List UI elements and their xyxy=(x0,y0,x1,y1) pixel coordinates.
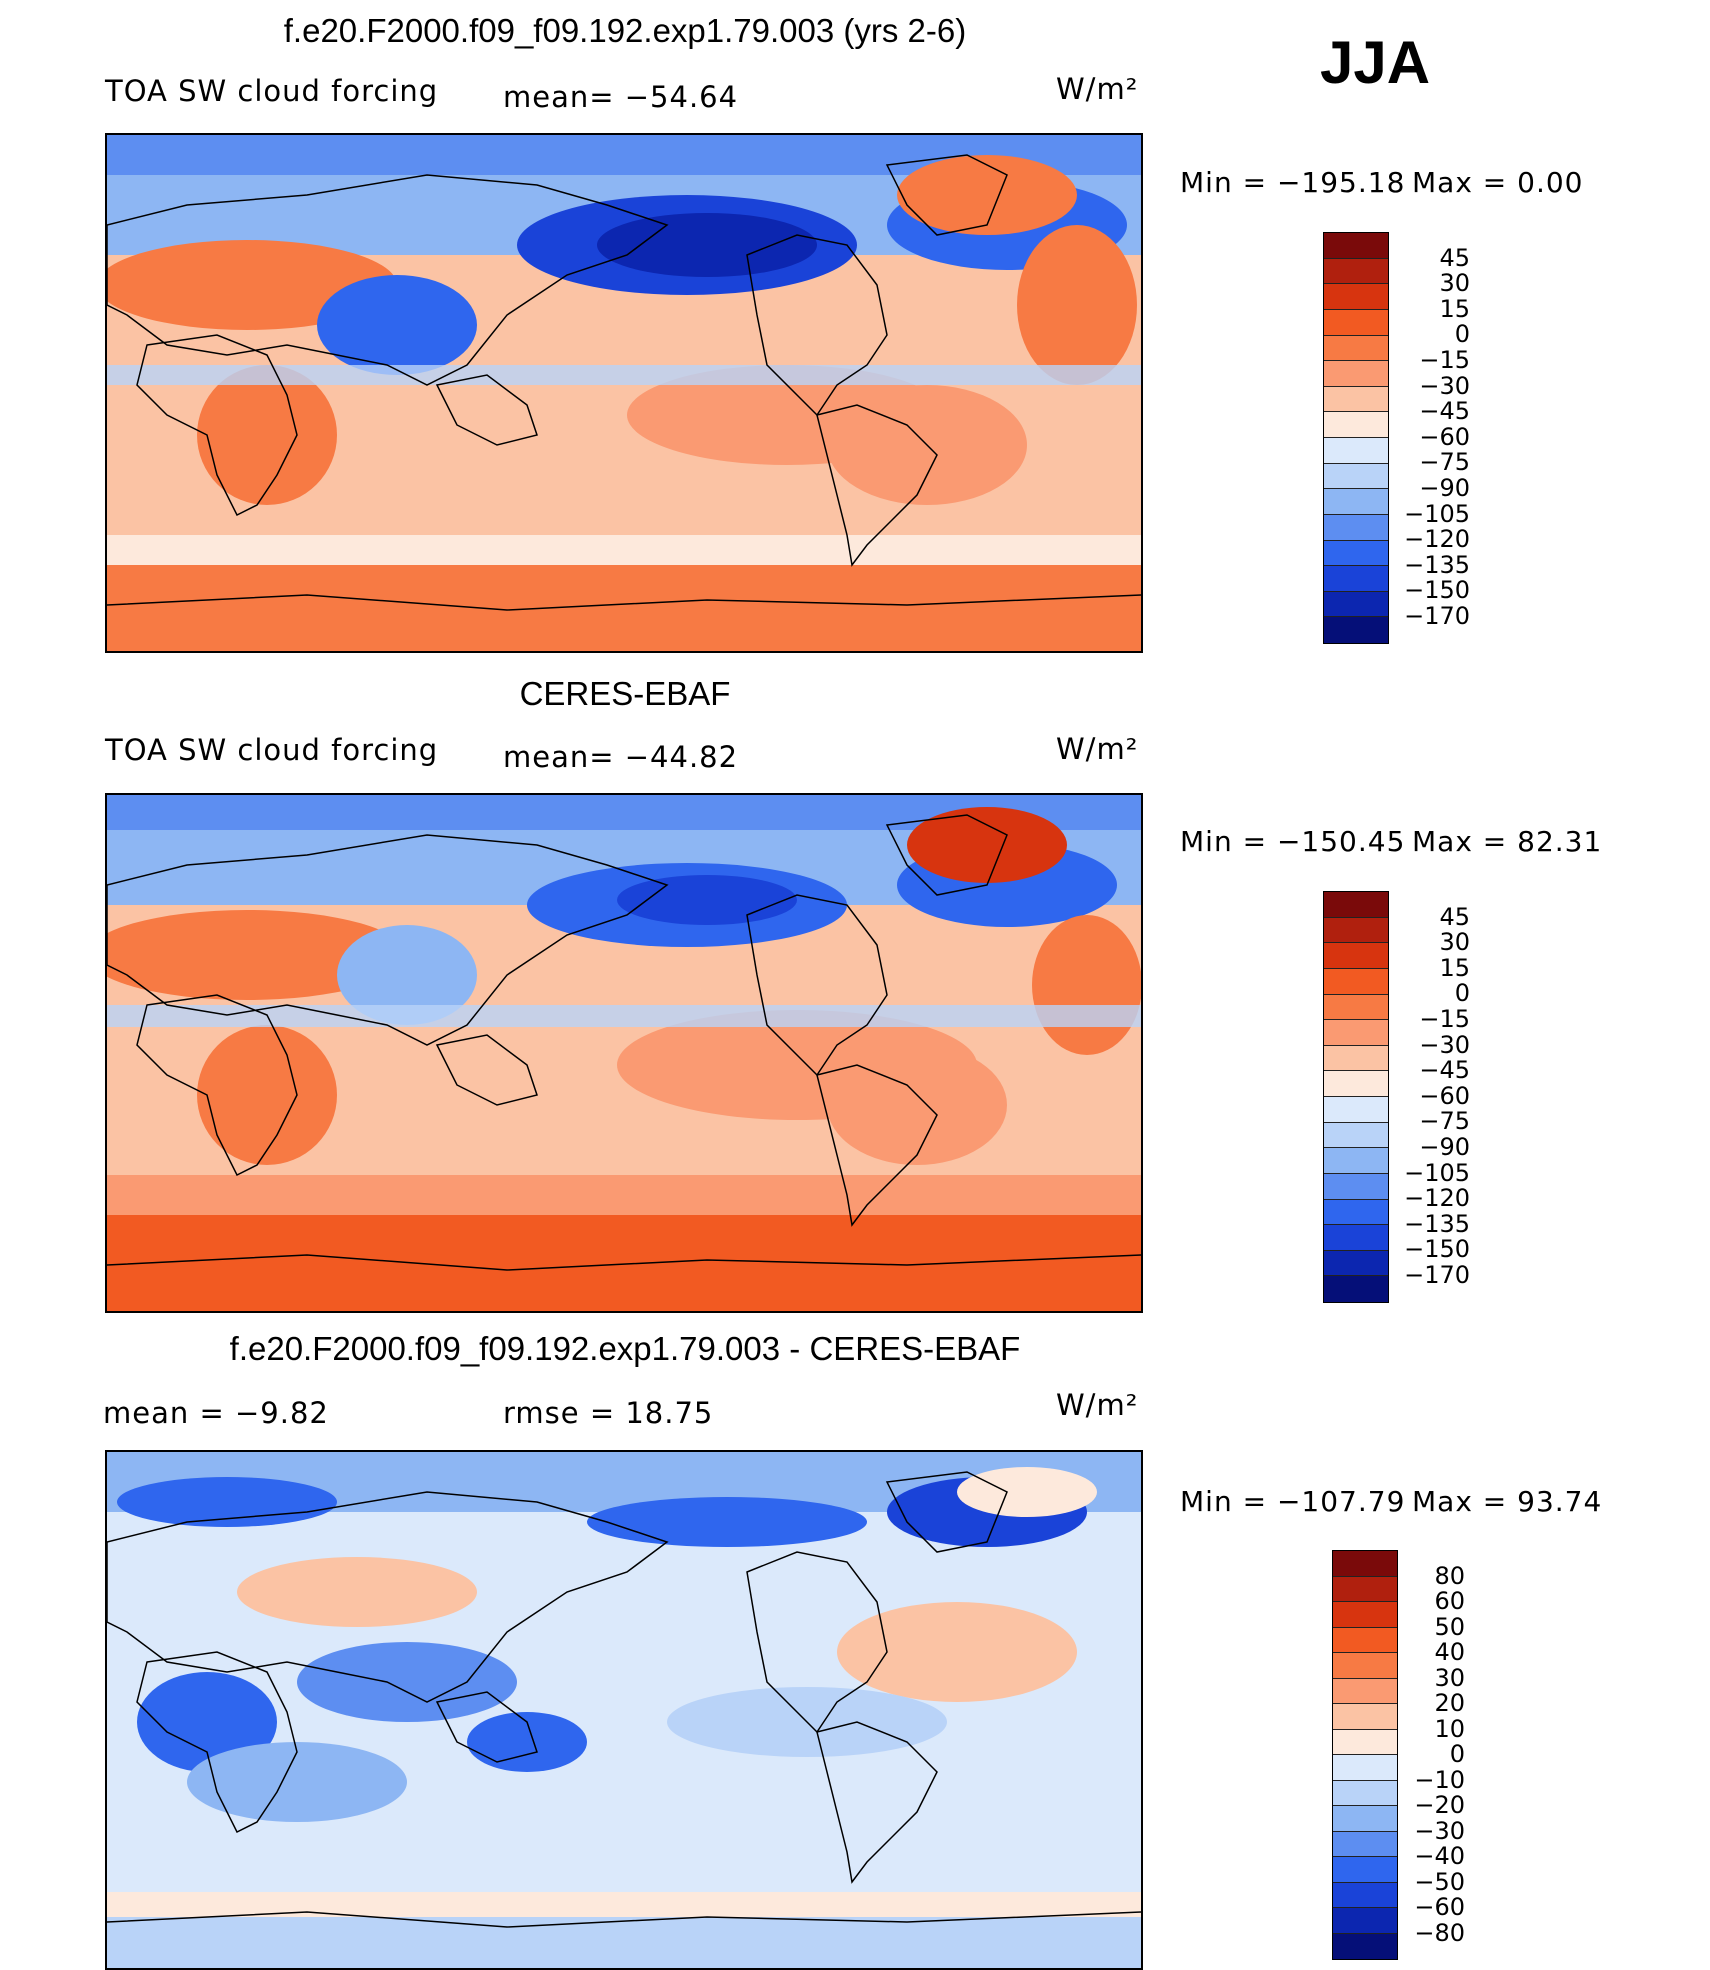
colorbar-tick: −120 xyxy=(1404,525,1470,554)
colorbar-tick: 80 xyxy=(1434,1561,1465,1590)
panel2-max: Max = 82.31 xyxy=(1412,825,1603,858)
colorbar-tick: −150 xyxy=(1404,1235,1470,1264)
panel2-units: W/m² xyxy=(1056,732,1139,766)
colorbar-tick: −105 xyxy=(1404,1158,1470,1187)
colorbar-tick: −40 xyxy=(1414,1842,1465,1870)
colorbar-tick: 45 xyxy=(1439,902,1470,931)
panel3-rmse: rmse = 18.75 xyxy=(503,1396,714,1430)
colorbar-tick: 40 xyxy=(1434,1638,1465,1666)
colorbar-tick: 0 xyxy=(1454,979,1470,1008)
colorbar-tick: 20 xyxy=(1434,1689,1465,1717)
panel3-units: W/m² xyxy=(1056,1388,1139,1422)
panel1-field xyxy=(107,135,1141,651)
panel3-field xyxy=(107,1452,1141,1968)
colorbar-tick: −45 xyxy=(1419,1056,1470,1085)
season-label: JJA xyxy=(1320,29,1431,96)
panel3-colorbar-ticks: 80 60 50 40 30 20 10 0 −10 −20 −30 −40 −… xyxy=(1399,1550,1465,1958)
panel1-map xyxy=(105,133,1143,653)
colorbar-tick: 10 xyxy=(1434,1714,1465,1743)
colorbar-tick: −30 xyxy=(1419,1030,1470,1059)
colorbar-tick: −75 xyxy=(1419,1107,1470,1136)
colorbar-tick: 0 xyxy=(1454,320,1470,349)
panel1-colorbar xyxy=(1323,232,1389,644)
panel3-map xyxy=(105,1450,1143,1970)
panel2-field xyxy=(107,795,1141,1311)
colorbar-tick: 30 xyxy=(1439,269,1470,298)
colorbar-tick: 30 xyxy=(1434,1663,1465,1692)
colorbar-tick: −30 xyxy=(1419,371,1470,400)
panel2-min: Min = −150.45 xyxy=(1180,825,1406,858)
colorbar-tick: −135 xyxy=(1404,1209,1470,1238)
colorbar-tick: −30 xyxy=(1414,1816,1465,1845)
panel2-map xyxy=(105,793,1143,1313)
colorbar-tick: −50 xyxy=(1414,1867,1465,1896)
colorbar-tick: −120 xyxy=(1404,1184,1470,1213)
panel3-mean: mean = −9.82 xyxy=(103,1396,329,1430)
panel2-colorbar-ticks: 45 30 15 0 −15 −30 −45 −60 −75 −90 −105 … xyxy=(1390,891,1470,1301)
colorbar-tick: 60 xyxy=(1434,1587,1465,1615)
colorbar-tick: −15 xyxy=(1419,1005,1470,1033)
colorbar-tick: −15 xyxy=(1419,346,1470,374)
colorbar-tick: −170 xyxy=(1404,1261,1470,1289)
panel3-title: f.e20.F2000.f09_f09.192.exp1.79.003 - CE… xyxy=(229,1330,1021,1367)
panel1-colorbar-ticks: 45 30 15 0 −15 −30 −45 −60 −75 −90 −105 … xyxy=(1390,232,1470,642)
colorbar-tick: −60 xyxy=(1419,1081,1470,1110)
colorbar-tick: −20 xyxy=(1414,1791,1465,1819)
panel2-title: CERES-EBAF xyxy=(519,675,731,712)
colorbar-tick: −60 xyxy=(1419,422,1470,451)
panel3-max: Max = 93.74 xyxy=(1412,1485,1603,1518)
colorbar-tick: −80 xyxy=(1414,1918,1465,1947)
panel3-min: Min = −107.79 xyxy=(1180,1485,1406,1518)
colorbar-tick: −105 xyxy=(1404,499,1470,528)
colorbar-tick: −10 xyxy=(1414,1765,1465,1794)
colorbar-tick: 45 xyxy=(1439,243,1470,272)
panel2-mean: mean= −44.82 xyxy=(503,740,739,774)
panel1-title: f.e20.F2000.f09_f09.192.exp1.79.003 (yrs… xyxy=(283,12,967,49)
panel1-units: W/m² xyxy=(1056,72,1139,106)
panel2-variable: TOA SW cloud forcing xyxy=(105,733,439,767)
colorbar-tick: 0 xyxy=(1449,1740,1465,1768)
panel1-mean: mean= −54.64 xyxy=(503,80,739,114)
panel1-min: Min = −195.18 xyxy=(1180,166,1406,199)
colorbar-tick: 30 xyxy=(1439,928,1470,957)
colorbar-tick: −150 xyxy=(1404,576,1470,605)
colorbar-tick: −90 xyxy=(1419,474,1470,502)
panel1-max: Max = 0.00 xyxy=(1412,166,1584,199)
panel1-variable: TOA SW cloud forcing xyxy=(105,74,439,108)
colorbar-tick: −75 xyxy=(1419,448,1470,477)
colorbar-tick: 15 xyxy=(1439,953,1470,982)
colorbar-tick: −170 xyxy=(1404,602,1470,630)
colorbar-tick: 50 xyxy=(1434,1612,1465,1641)
colorbar-tick: −135 xyxy=(1404,550,1470,579)
colorbar-tick: 15 xyxy=(1439,294,1470,323)
colorbar-tick: −90 xyxy=(1419,1133,1470,1161)
colorbar-tick: −45 xyxy=(1419,397,1470,426)
panel3-colorbar xyxy=(1332,1550,1398,1960)
panel2-colorbar xyxy=(1323,891,1389,1303)
colorbar-tick: −60 xyxy=(1414,1893,1465,1921)
